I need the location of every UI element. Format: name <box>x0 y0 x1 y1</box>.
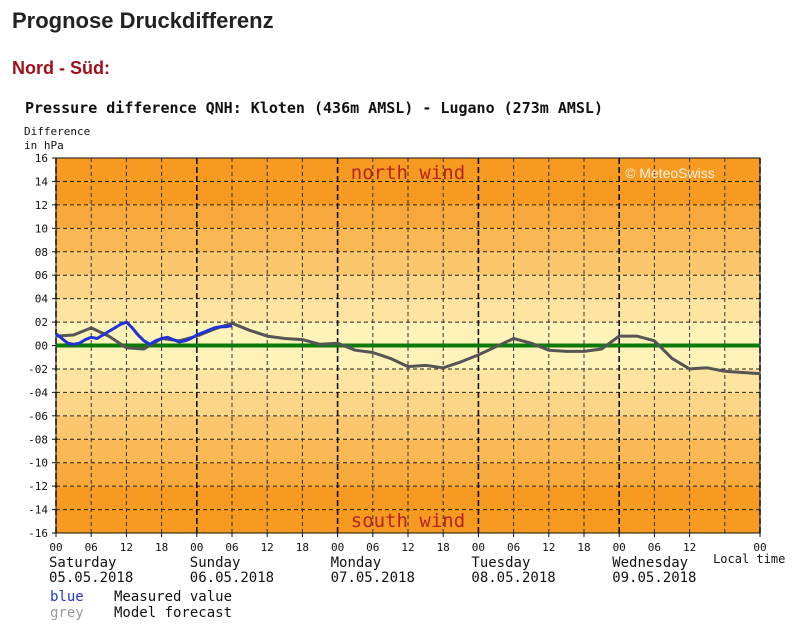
page-title: Prognose Druckdifferenz <box>12 8 274 33</box>
measured-series-line <box>55 320 233 346</box>
y-tick-label: 10 <box>35 222 48 235</box>
x-tick-label: 00 <box>190 541 203 554</box>
day-name-label: Monday <box>331 555 382 571</box>
y-tick-label: -10 <box>28 457 48 470</box>
x-tick-label: 18 <box>155 541 168 554</box>
x-tick-label: 12 <box>542 541 555 554</box>
x-tick-label: 00 <box>49 541 62 554</box>
y-tick-label: -14 <box>28 504 48 517</box>
x-tick-label: 00 <box>613 541 626 554</box>
legend-forecast-label: Model forecast <box>114 605 232 621</box>
y-tick-label: 02 <box>35 316 48 329</box>
pressure-chart: Pressure difference QNH: Kloten (436m AM… <box>24 99 785 621</box>
day-date-label: 09.05.2018 <box>612 570 696 586</box>
day-name-label: Tuesday <box>471 555 530 571</box>
y-tick-label: -04 <box>28 386 48 399</box>
legend-measured-label: Measured value <box>114 589 232 605</box>
y-tick-label: 12 <box>35 199 48 212</box>
day-date-label: 08.05.2018 <box>471 570 555 586</box>
y-tick-label: 04 <box>35 293 49 306</box>
x-tick-label: 06 <box>648 541 661 554</box>
y-tick-label: 16 <box>35 152 48 165</box>
legend-measured-color: blue <box>50 589 84 605</box>
day-date-label: 07.05.2018 <box>331 570 415 586</box>
x-tick-label: 12 <box>401 541 414 554</box>
y-tick-label: 08 <box>35 246 48 259</box>
x-tick-label: 06 <box>225 541 238 554</box>
x-tick-label: 12 <box>120 541 133 554</box>
x-tick-label: 06 <box>366 541 379 554</box>
x-tick-label: 18 <box>296 541 309 554</box>
day-name-label: Saturday <box>49 555 116 571</box>
x-tick-label: 18 <box>577 541 590 554</box>
x-tick-label: 06 <box>507 541 520 554</box>
x-tick-label: 18 <box>437 541 450 554</box>
y-tick-label: -12 <box>28 480 48 493</box>
y-tick-label: -08 <box>28 433 48 446</box>
copyright-label: © MeteoSwiss <box>625 165 715 181</box>
x-tick-label: 06 <box>85 541 98 554</box>
y-tick-label: -16 <box>28 527 48 540</box>
day-name-label: Wednesday <box>612 555 688 571</box>
north-wind-label: north wind <box>351 162 465 184</box>
south-wind-label: south wind <box>351 510 465 532</box>
chart-title: Pressure difference QNH: Kloten (436m AM… <box>25 99 603 117</box>
x-axis-label: Local time <box>713 552 785 566</box>
x-tick-label: 12 <box>261 541 274 554</box>
legend-forecast-color: grey <box>50 605 84 621</box>
x-tick-label: 00 <box>753 541 766 554</box>
y-tick-label: 14 <box>35 175 49 188</box>
y-tick-label: -02 <box>28 363 48 376</box>
y-tick-label: 06 <box>35 269 48 282</box>
x-tick-label: 00 <box>331 541 344 554</box>
y-tick-label: -06 <box>28 410 48 423</box>
x-tick-label: 00 <box>472 541 485 554</box>
band <box>56 298 760 323</box>
y-axis-label-1: Difference <box>24 125 90 138</box>
y-axis-label-2: in hPa <box>24 139 64 152</box>
x-tick-label: 12 <box>683 541 696 554</box>
day-date-label: 06.05.2018 <box>190 570 274 586</box>
day-date-label: 05.05.2018 <box>49 570 133 586</box>
band <box>56 368 760 393</box>
y-tick-label: 00 <box>35 340 48 353</box>
section-title: Nord - Süd: <box>12 58 110 78</box>
day-name-label: Sunday <box>190 555 241 571</box>
